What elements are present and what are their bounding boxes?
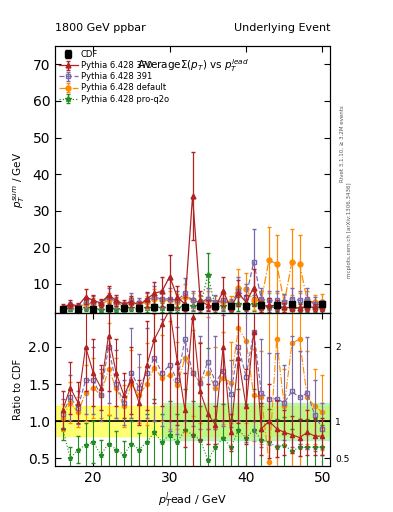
Text: 1800 GeV ppbar: 1800 GeV ppbar [55,23,146,33]
X-axis label: $p_T^{l}$ead / GeV: $p_T^{l}$ead / GeV [158,490,227,510]
Text: Average$\Sigma$($p_T$) vs $p_T^{lead}$: Average$\Sigma$($p_T$) vs $p_T^{lead}$ [137,57,248,74]
Text: mcplots.cern.ch [arXiv:1306.3436]: mcplots.cern.ch [arXiv:1306.3436] [347,183,352,278]
Y-axis label: Ratio to CDF: Ratio to CDF [13,359,23,420]
Text: Underlying Event: Underlying Event [233,23,330,33]
Y-axis label: $p_T^{sum}$ / GeV: $p_T^{sum}$ / GeV [11,152,27,208]
Legend: CDF, Pythia 6.428 370, Pythia 6.428 391, Pythia 6.428 default, Pythia 6.428 pro-: CDF, Pythia 6.428 370, Pythia 6.428 391,… [57,49,171,105]
Text: Rivet 3.1.10, ≥ 3.2M events: Rivet 3.1.10, ≥ 3.2M events [340,105,345,182]
